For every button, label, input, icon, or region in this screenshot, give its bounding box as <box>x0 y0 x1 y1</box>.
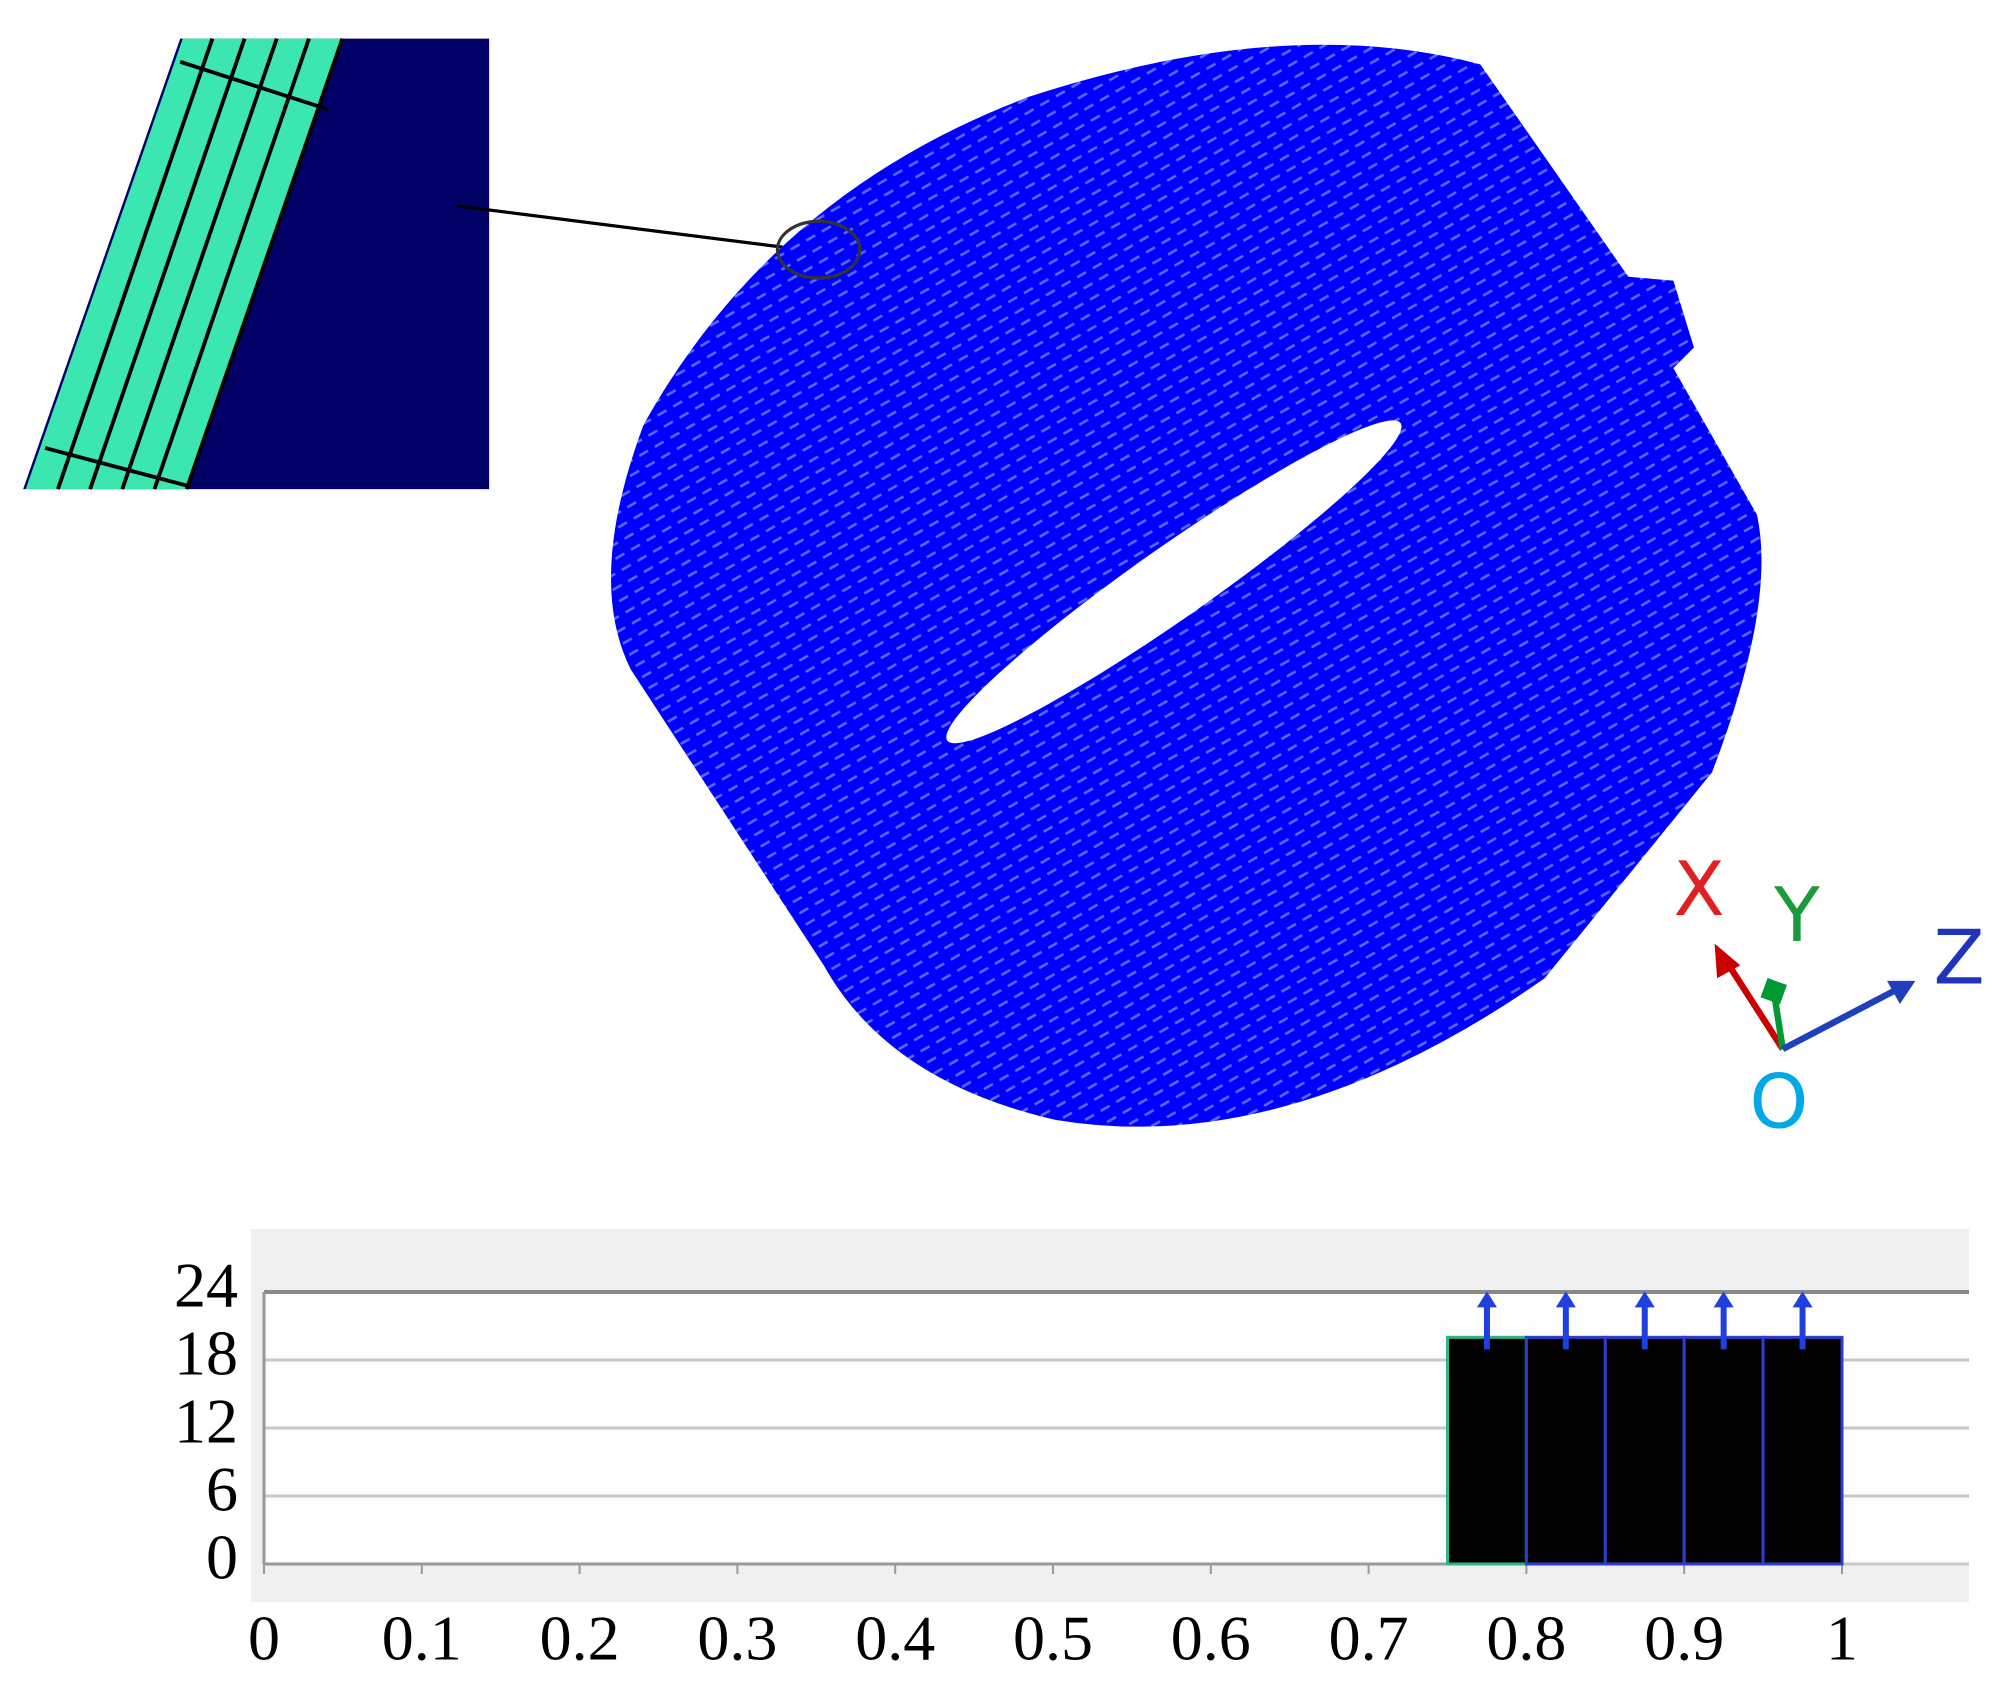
x-tick-label: 0.9 <box>1644 1603 1724 1674</box>
x-tick-label: 0.6 <box>1171 1603 1251 1674</box>
axis-label-y: Y <box>1773 872 1820 959</box>
x-tick-label: 0.2 <box>540 1603 620 1674</box>
y-tick-label: 12 <box>174 1386 238 1457</box>
y-tick-label: 6 <box>206 1454 238 1525</box>
x-tick-label: 0.3 <box>697 1603 777 1674</box>
axis-label-x: X <box>1674 846 1725 933</box>
x-tick-label: 0.8 <box>1486 1603 1566 1674</box>
axis-label-z: Z <box>1934 914 1985 1001</box>
leader-line <box>456 204 783 249</box>
bar <box>1603 1335 1686 1566</box>
inset-layer-lines <box>44 37 345 490</box>
bar <box>1761 1335 1844 1566</box>
y-tick-label: 0 <box>206 1522 238 1593</box>
tire-opening <box>946 420 1402 744</box>
zoom-circle <box>775 219 862 280</box>
x-tick-label: 0.7 <box>1329 1603 1409 1674</box>
x-tick-label: 1 <box>1826 1603 1858 1674</box>
x-tick-label: 0.5 <box>1013 1603 1093 1674</box>
axis-label-origin: O <box>1750 1058 1809 1145</box>
load-arrow-head <box>1634 1291 1655 1308</box>
x-tick-label: 0.1 <box>382 1603 462 1674</box>
axis-triad <box>1714 943 1916 1052</box>
load-arrow-head <box>1476 1291 1497 1308</box>
y-tick-label: 24 <box>174 1250 238 1321</box>
model-view: X Y Z O <box>23 37 1985 1146</box>
bar <box>1524 1335 1607 1566</box>
bar <box>1446 1335 1528 1566</box>
x-tick-label: 0 <box>248 1603 280 1674</box>
load-arrow-head <box>1792 1291 1813 1308</box>
y-tick-label: 18 <box>174 1318 238 1389</box>
load-arrow-head <box>1713 1291 1734 1308</box>
inset-layers <box>25 38 343 490</box>
bar <box>1682 1335 1765 1566</box>
x-tick-label: 0.4 <box>855 1603 935 1674</box>
load-arrow-head <box>1555 1291 1576 1308</box>
